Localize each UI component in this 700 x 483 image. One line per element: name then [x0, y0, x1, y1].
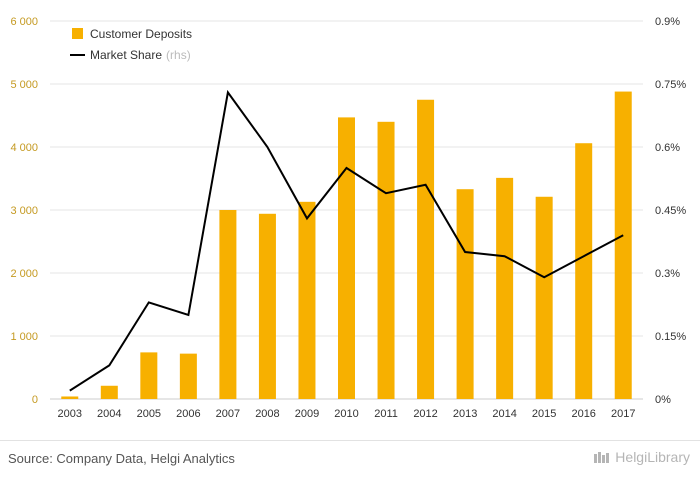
x-tick-label: 2010 [334, 408, 358, 420]
x-tick-label: 2014 [492, 408, 516, 420]
bar-2016 [575, 143, 593, 399]
left-tick-label: 0 [32, 394, 38, 406]
left-tick-label: 2 000 [10, 268, 38, 280]
x-tick-label: 2003 [58, 408, 82, 420]
legend-label-market-share: Market Share (rhs) [90, 48, 191, 62]
brand-name: HelgiLibrary [615, 449, 690, 465]
legend: Customer Deposits Market Share (rhs) [70, 27, 192, 62]
source-note: Source: Company Data, Helgi Analytics [8, 451, 235, 466]
x-tick-label: 2004 [97, 408, 121, 420]
bar-2011 [377, 121, 395, 400]
market-share-line [69, 89, 624, 392]
x-tick-label: 2015 [532, 408, 556, 420]
bar-2004 [100, 385, 118, 399]
x-tick-label: 2017 [611, 408, 635, 420]
left-tick-label: 1 000 [10, 331, 38, 343]
footer-divider [0, 440, 700, 441]
bar-2006 [179, 353, 197, 399]
bar-2005 [140, 352, 158, 399]
right-tick-label: 0% [655, 394, 671, 406]
bar-2013 [456, 189, 474, 399]
x-tick-label: 2007 [216, 408, 240, 420]
left-tick-label: 6 000 [10, 16, 38, 28]
x-axis-ticks: 2003 2004 2005 2006 2007 2008 2009 2010 2011 2012… [58, 408, 636, 420]
x-tick-label: 2008 [255, 408, 279, 420]
bar-2012 [417, 99, 435, 399]
left-tick-label: 5 000 [10, 79, 38, 91]
bar-2014 [496, 177, 514, 399]
library-icon [594, 452, 610, 463]
market-share-series [69, 89, 624, 392]
bar-2007 [219, 210, 237, 399]
x-tick-label: 2011 [374, 408, 398, 420]
right-tick-label: 0.9% [655, 16, 680, 28]
bars [61, 91, 632, 400]
bar-2008 [258, 213, 276, 399]
x-tick-label: 2013 [453, 408, 477, 420]
bar-2017 [614, 91, 632, 399]
right-tick-label: 0.3% [655, 268, 680, 280]
legend-swatch-deposits [72, 28, 83, 39]
brand-logo: HelgiLibrary [593, 449, 690, 465]
left-tick-label: 4 000 [10, 142, 38, 154]
legend-label-deposits: Customer Deposits [90, 27, 192, 41]
x-tick-label: 2016 [571, 408, 595, 420]
x-tick-label: 2005 [137, 408, 161, 420]
right-tick-label: 0.75% [655, 79, 686, 91]
bar-2009 [298, 201, 316, 399]
x-tick-label: 2006 [176, 408, 200, 420]
right-axis-ticks: 0% 0.15% 0.3% 0.45% 0.6% 0.75% 0.9% [655, 16, 686, 406]
left-axis-ticks: 0 1 000 2 000 3 000 4 000 5 000 6 000 [10, 16, 38, 406]
right-tick-label: 0.45% [655, 205, 686, 217]
x-tick-label: 2009 [295, 408, 319, 420]
right-tick-label: 0.15% [655, 331, 686, 343]
bar-2010 [338, 117, 355, 399]
right-tick-label: 0.6% [655, 142, 680, 154]
left-tick-label: 3 000 [10, 205, 38, 217]
x-tick-label: 2012 [413, 408, 437, 420]
bar-2003 [61, 396, 79, 399]
bar-2015 [535, 196, 553, 399]
